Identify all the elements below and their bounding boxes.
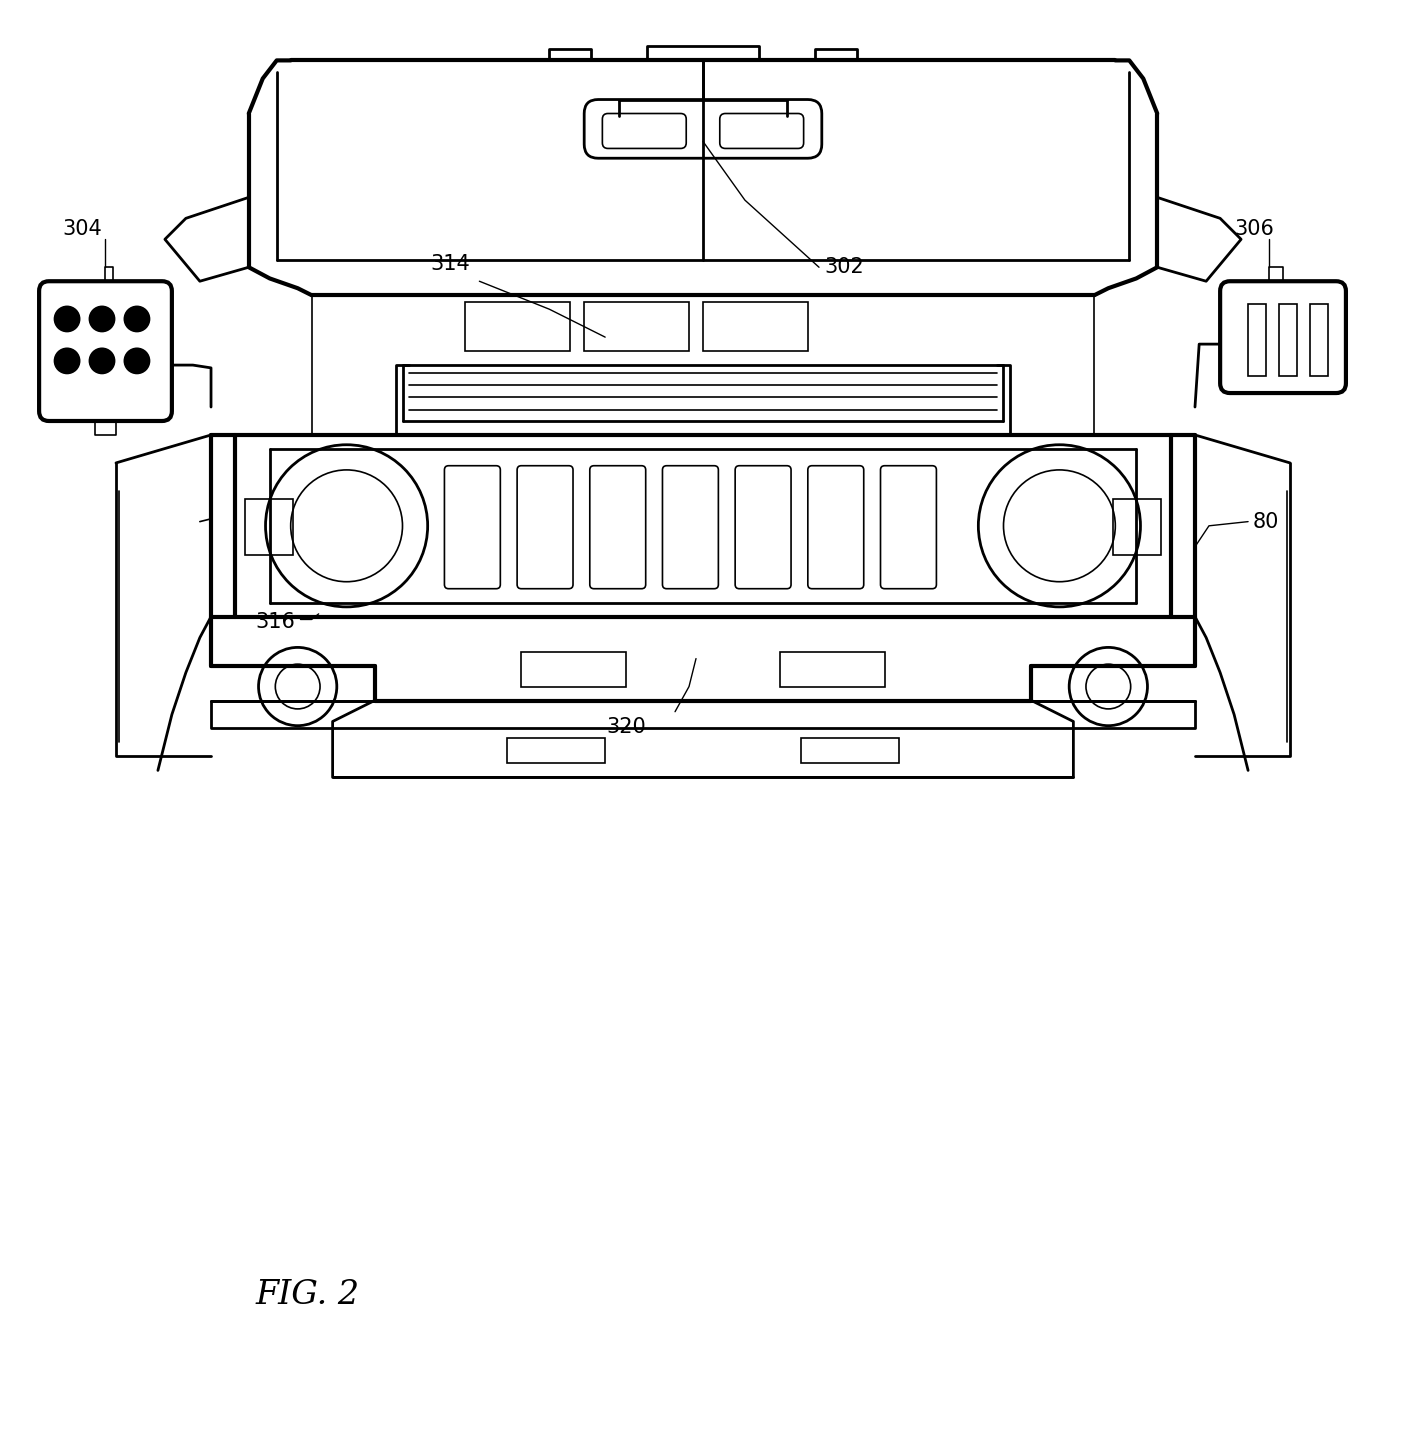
Text: 320: 320: [606, 717, 645, 737]
Text: 314: 314: [430, 254, 470, 274]
Bar: [1249, 303, 1267, 376]
Bar: [1279, 303, 1296, 376]
Bar: [1309, 303, 1327, 376]
Bar: [801, 739, 898, 763]
Text: 316: 316: [254, 613, 295, 633]
Circle shape: [55, 349, 80, 373]
Bar: [465, 302, 571, 352]
Bar: [703, 302, 808, 352]
Text: 306: 306: [1234, 219, 1274, 239]
Text: 302: 302: [824, 257, 865, 277]
Bar: [780, 652, 884, 686]
Circle shape: [55, 306, 80, 332]
Bar: [508, 739, 605, 763]
Bar: [1112, 499, 1161, 554]
Bar: [585, 302, 689, 352]
Circle shape: [90, 349, 114, 373]
Circle shape: [90, 306, 114, 332]
Circle shape: [124, 306, 149, 332]
Text: 80: 80: [1253, 512, 1278, 532]
Circle shape: [124, 349, 149, 373]
Text: FIG. 2: FIG. 2: [256, 1279, 360, 1310]
Bar: [245, 499, 294, 554]
Text: 304: 304: [63, 219, 103, 239]
Bar: [522, 652, 626, 686]
